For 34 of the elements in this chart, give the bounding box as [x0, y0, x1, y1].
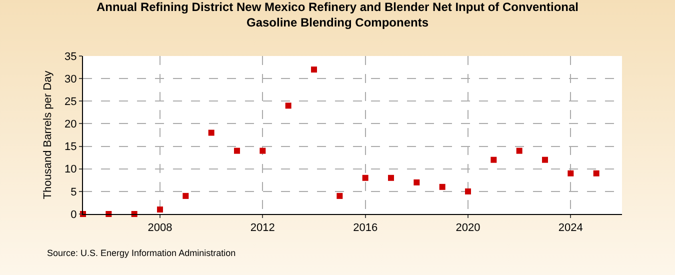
point: [362, 174, 368, 181]
point: [516, 148, 522, 154]
y-tick-label: 20: [64, 118, 77, 131]
y-tick-label: 10: [64, 164, 77, 176]
point: [336, 192, 343, 199]
y-tick-label: 30: [64, 73, 77, 86]
point: [234, 148, 240, 154]
point: [182, 192, 189, 199]
y-axis-title: Thousand Barrels per Day: [42, 70, 54, 200]
source-note: Source: U.S. Energy Information Administration: [47, 248, 236, 258]
y-tick-label: 25: [64, 96, 77, 108]
point: [568, 170, 574, 176]
point: [414, 179, 420, 186]
y-tick-label: 5: [70, 186, 77, 198]
chart-title: Annual Refining District New Mexico Refinery and Blender Net Input of Conventional Gasoline Blending Components: [96, 0, 579, 30]
x-tick-label: 2020: [456, 222, 480, 234]
point: [260, 148, 266, 154]
y-tick-label: 0: [70, 208, 77, 221]
x-tick-label: 2008: [148, 222, 172, 234]
y-tick-label: 15: [64, 141, 77, 154]
point: [490, 156, 497, 163]
point: [542, 156, 548, 163]
y-tick-label: 35: [64, 50, 77, 63]
x-tick-label: 2016: [353, 222, 378, 234]
point: [439, 184, 446, 190]
point: [388, 174, 394, 181]
point: [285, 102, 292, 109]
point: [465, 188, 471, 194]
x-tick-label: 2024: [558, 222, 583, 234]
point: [311, 66, 317, 73]
point: [593, 170, 600, 176]
x-tick-label: 2012: [250, 222, 275, 234]
point: [208, 130, 214, 136]
point: [157, 206, 163, 212]
